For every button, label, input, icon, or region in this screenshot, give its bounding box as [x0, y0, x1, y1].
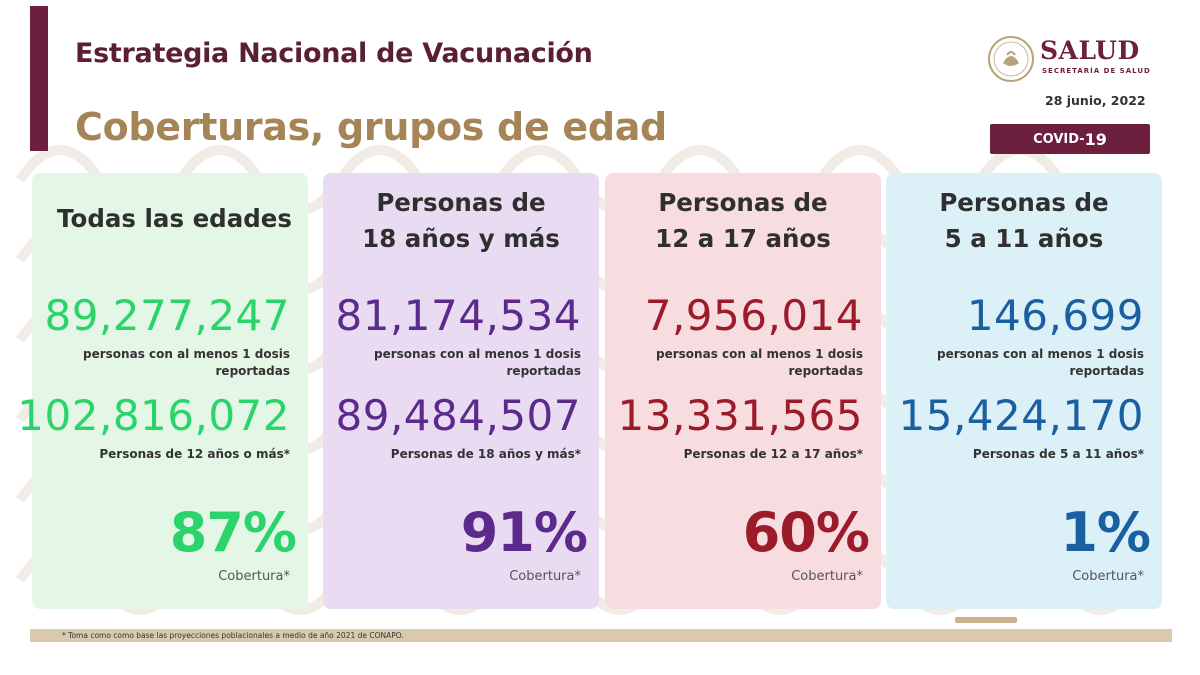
footnote: * Toma como como base las proyecciones p…: [62, 631, 404, 640]
coverage-label: Cobertura*: [509, 569, 581, 584]
page-subtitle: Coberturas, grupos de edad: [75, 105, 667, 149]
population-label: Personas de 12 años o más*: [99, 447, 290, 461]
population-label: Personas de 12 a 17 años*: [683, 447, 863, 461]
coverage-percent: 1%: [1060, 501, 1151, 564]
vaccinated-label-line2: reportadas: [506, 364, 581, 378]
card-heading-line1: Personas de: [376, 188, 546, 217]
vaccinated-label-line2: reportadas: [788, 364, 863, 378]
card-18-plus: Personas de 18 años y más 81,174,534 per…: [323, 173, 599, 609]
card-heading: Personas de 5 a 11 años: [886, 185, 1162, 257]
card-heading: Personas de 18 años y más: [323, 185, 599, 257]
vaccinated-label-line1: personas con al menos 1 dosis: [374, 347, 581, 361]
accent-bar: [30, 6, 48, 151]
report-date: 28 junio, 2022: [1045, 93, 1146, 108]
card-heading-line: Todas las edades: [57, 204, 292, 233]
card-5-11: Personas de 5 a 11 años 146,699 personas…: [886, 173, 1162, 609]
population-label: Personas de 18 años y más*: [390, 447, 581, 461]
vaccinated-count: 81,174,534: [335, 291, 581, 340]
vaccinated-count: 7,956,014: [644, 291, 863, 340]
covid-badge-number: 19: [1084, 129, 1107, 149]
population-count: 13,331,565: [617, 391, 863, 440]
mexico-coat-of-arms-icon: [988, 36, 1034, 82]
coverage-percent: 60%: [742, 501, 870, 564]
vaccinated-count: 146,699: [966, 291, 1144, 340]
card-heading-line2: 12 a 17 años: [655, 224, 831, 253]
vaccinated-label-line1: personas con al menos 1 dosis: [937, 347, 1144, 361]
vaccinated-count: 89,277,247: [44, 291, 290, 340]
vaccinated-label-line1: personas con al menos 1 dosis: [656, 347, 863, 361]
coverage-label: Cobertura*: [791, 569, 863, 584]
card-heading-line1: Personas de: [658, 188, 828, 217]
card-heading: Personas de 12 a 17 años: [605, 185, 881, 257]
population-count: 102,816,072: [17, 391, 290, 440]
population-label: Personas de 5 a 11 años*: [972, 447, 1144, 461]
coverage-percent: 87%: [169, 501, 297, 564]
vaccinated-label: personas con al menos 1 dosis reportadas: [656, 346, 863, 380]
covid-badge: COVID- 19: [990, 124, 1150, 154]
coverage-label: Cobertura*: [1072, 569, 1144, 584]
vaccinated-label-line2: reportadas: [215, 364, 290, 378]
brand-subtitle: SECRETARÍA DE SALUD: [1042, 67, 1151, 75]
vaccinated-label: personas con al menos 1 dosis reportadas: [83, 346, 290, 380]
card-heading-line2: 18 años y más: [362, 224, 560, 253]
card-all-ages: Todas las edades 89,277,247 personas con…: [17, 173, 308, 609]
vaccinated-label: personas con al menos 1 dosis reportadas: [374, 346, 581, 380]
card-heading-line2: 5 a 11 años: [944, 224, 1104, 253]
population-count: 89,484,507: [335, 391, 581, 440]
covid-badge-prefix: COVID-: [1033, 131, 1085, 147]
page-title: Estrategia Nacional de Vacunación: [75, 38, 593, 69]
coverage-label: Cobertura*: [218, 569, 290, 584]
footer-bar: [30, 629, 1172, 642]
card-heading-line1: Personas de: [939, 188, 1109, 217]
card-heading: Todas las edades: [57, 201, 292, 237]
pen-decoration: [955, 617, 1017, 623]
card-12-17: Personas de 12 a 17 años 7,956,014 perso…: [605, 173, 881, 609]
brand-name: SALUD: [1040, 36, 1140, 65]
vaccinated-label: personas con al menos 1 dosis reportadas: [937, 346, 1144, 380]
coverage-percent: 91%: [460, 501, 588, 564]
population-count: 15,424,170: [898, 391, 1144, 440]
vaccinated-label-line1: personas con al menos 1 dosis: [83, 347, 290, 361]
vaccinated-label-line2: reportadas: [1069, 364, 1144, 378]
